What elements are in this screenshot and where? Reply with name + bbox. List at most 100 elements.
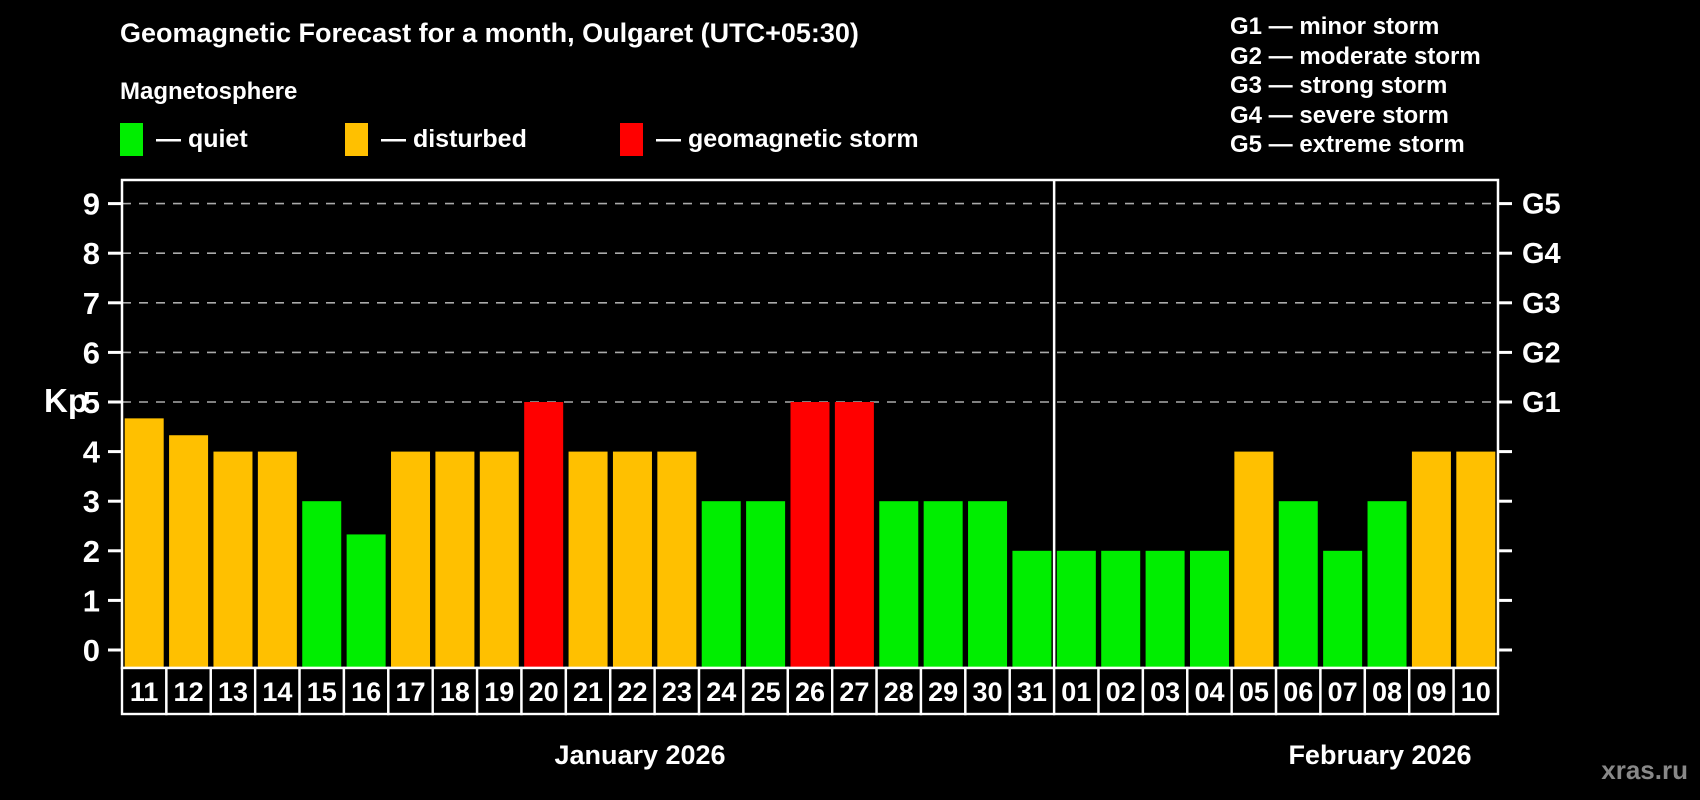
storm-color-swatch: [620, 122, 643, 156]
bar-day-31-kp-2: [1012, 550, 1052, 668]
bar-day-08-kp-3: [1367, 501, 1407, 668]
right-axis-label-G1: G1: [1522, 387, 1561, 419]
quiet-label: — quiet: [156, 124, 248, 153]
bar-day-01-kp-2: [1056, 550, 1096, 668]
bar-day-03-kp-2: [1145, 550, 1185, 668]
y-tick-label-7: 7: [83, 286, 100, 321]
g1-legend-line: G1 — minor storm: [1230, 13, 1440, 40]
day-cell-18: [431, 666, 479, 716]
bar-day-26-kp-5: [790, 402, 830, 668]
y-tick-label-2: 2: [83, 534, 100, 569]
bar-day-22-kp-4: [612, 451, 652, 668]
day-label-15: 15: [307, 677, 337, 707]
y-tick-label-3: 3: [83, 484, 100, 519]
g3-legend-line: G3 — strong storm: [1230, 72, 1448, 99]
day-label-17: 17: [395, 677, 425, 707]
bar-day-21-kp-4: [568, 451, 608, 668]
bar-day-05-kp-4: [1234, 451, 1274, 668]
disturbed-color-swatch: [345, 122, 368, 156]
day-cell-10: [1452, 666, 1500, 716]
y-tick-label-9: 9: [83, 187, 100, 222]
day-label-18: 18: [440, 677, 470, 707]
day-cell-05: [1230, 666, 1278, 716]
bar-day-25-kp-3: [746, 501, 786, 668]
right-axis-label-G3: G3: [1522, 288, 1561, 320]
bar-day-14-kp-4: [257, 451, 297, 668]
day-label-28: 28: [884, 677, 914, 707]
day-label-16: 16: [351, 677, 381, 707]
day-cell-27: [830, 666, 878, 716]
quiet-color-swatch: [120, 122, 143, 156]
right-axis-label-G5: G5: [1522, 189, 1561, 221]
day-label-31: 31: [1017, 677, 1047, 707]
right-axis-label-G4: G4: [1522, 238, 1561, 270]
day-cell-30: [964, 666, 1011, 716]
bar-day-23-kp-4: [657, 451, 697, 668]
bar-day-18-kp-4: [435, 451, 475, 668]
g4-legend-line: G4 — severe storm: [1230, 101, 1449, 129]
day-cell-02: [1097, 666, 1145, 716]
day-cell-12: [165, 666, 212, 716]
day-label-12: 12: [174, 677, 204, 707]
day-label-20: 20: [529, 677, 559, 707]
day-label-03: 03: [1150, 677, 1180, 707]
bar-day-07-kp-2: [1323, 550, 1363, 668]
day-label-25: 25: [751, 677, 781, 707]
bar-day-24-kp-3: [701, 501, 741, 668]
bar-day-27-kp-5: [834, 402, 874, 668]
bar-day-13-kp-4: [213, 451, 253, 668]
day-label-05: 05: [1239, 677, 1269, 707]
day-label-24: 24: [706, 677, 736, 707]
bar-day-30-kp-3: [968, 501, 1008, 668]
disturbed-label: — disturbed: [381, 124, 527, 153]
day-label-07: 07: [1328, 677, 1358, 707]
bar-day-12-kp-4.33: [169, 435, 209, 668]
bar-day-20-kp-5: [524, 402, 564, 668]
day-label-22: 22: [617, 677, 647, 707]
day-cell-29: [919, 666, 967, 716]
day-cell-03: [1141, 666, 1189, 716]
bar-day-16-kp-2.33: [346, 534, 386, 668]
day-label-21: 21: [573, 677, 603, 707]
month-label-january-2026: January 2026: [554, 740, 725, 770]
y-tick-label-4: 4: [83, 435, 101, 470]
bar-day-06-kp-3: [1278, 501, 1318, 668]
right-axis-label-G2: G2: [1522, 337, 1561, 369]
day-cell-14: [253, 666, 301, 716]
bar-day-17-kp-4: [391, 451, 431, 668]
day-label-08: 08: [1372, 677, 1402, 707]
g5-legend-line: G5 — extreme storm: [1230, 131, 1465, 158]
day-label-02: 02: [1106, 677, 1136, 707]
legend-item-quiet: — quiet: [120, 121, 248, 157]
day-label-30: 30: [973, 677, 1003, 707]
g-scale-legend: G1 — minor storm G2 — moderate storm G3 …: [1230, 12, 1481, 160]
day-cell-09: [1408, 666, 1455, 716]
day-label-27: 27: [839, 677, 869, 707]
y-tick-label-6: 6: [83, 335, 100, 370]
day-label-23: 23: [662, 677, 692, 707]
storm-label: — geomagnetic storm: [656, 124, 919, 153]
legend-item-storm: — geomagnetic storm: [620, 121, 919, 157]
g2-legend-line: G2 — moderate storm: [1230, 42, 1481, 70]
day-label-13: 13: [218, 677, 248, 707]
page-title: Geomagnetic Forecast for a month, Oulgar…: [120, 18, 859, 48]
y-tick-label-8: 8: [83, 236, 100, 271]
month-label-february-2026: February 2026: [1288, 740, 1471, 770]
day-cell-22: [609, 666, 656, 716]
bar-day-15-kp-3: [302, 501, 342, 668]
bar-day-11-kp-4.67: [124, 418, 164, 668]
bar-day-19-kp-4: [479, 451, 519, 668]
day-label-19: 19: [484, 677, 514, 707]
kp-axis-label: Kp: [44, 382, 88, 419]
day-label-26: 26: [795, 677, 825, 707]
bar-day-10-kp-4: [1456, 451, 1496, 668]
bar-day-29-kp-3: [923, 501, 963, 668]
day-label-11: 11: [130, 677, 159, 707]
day-cell-24: [697, 666, 745, 716]
day-cell-31: [1008, 666, 1056, 716]
magnetosphere-subtitle: Magnetosphere: [120, 78, 298, 105]
day-cell-11: [120, 666, 168, 716]
bar-day-28-kp-3: [879, 501, 919, 668]
bar-day-09-kp-4: [1411, 451, 1451, 668]
